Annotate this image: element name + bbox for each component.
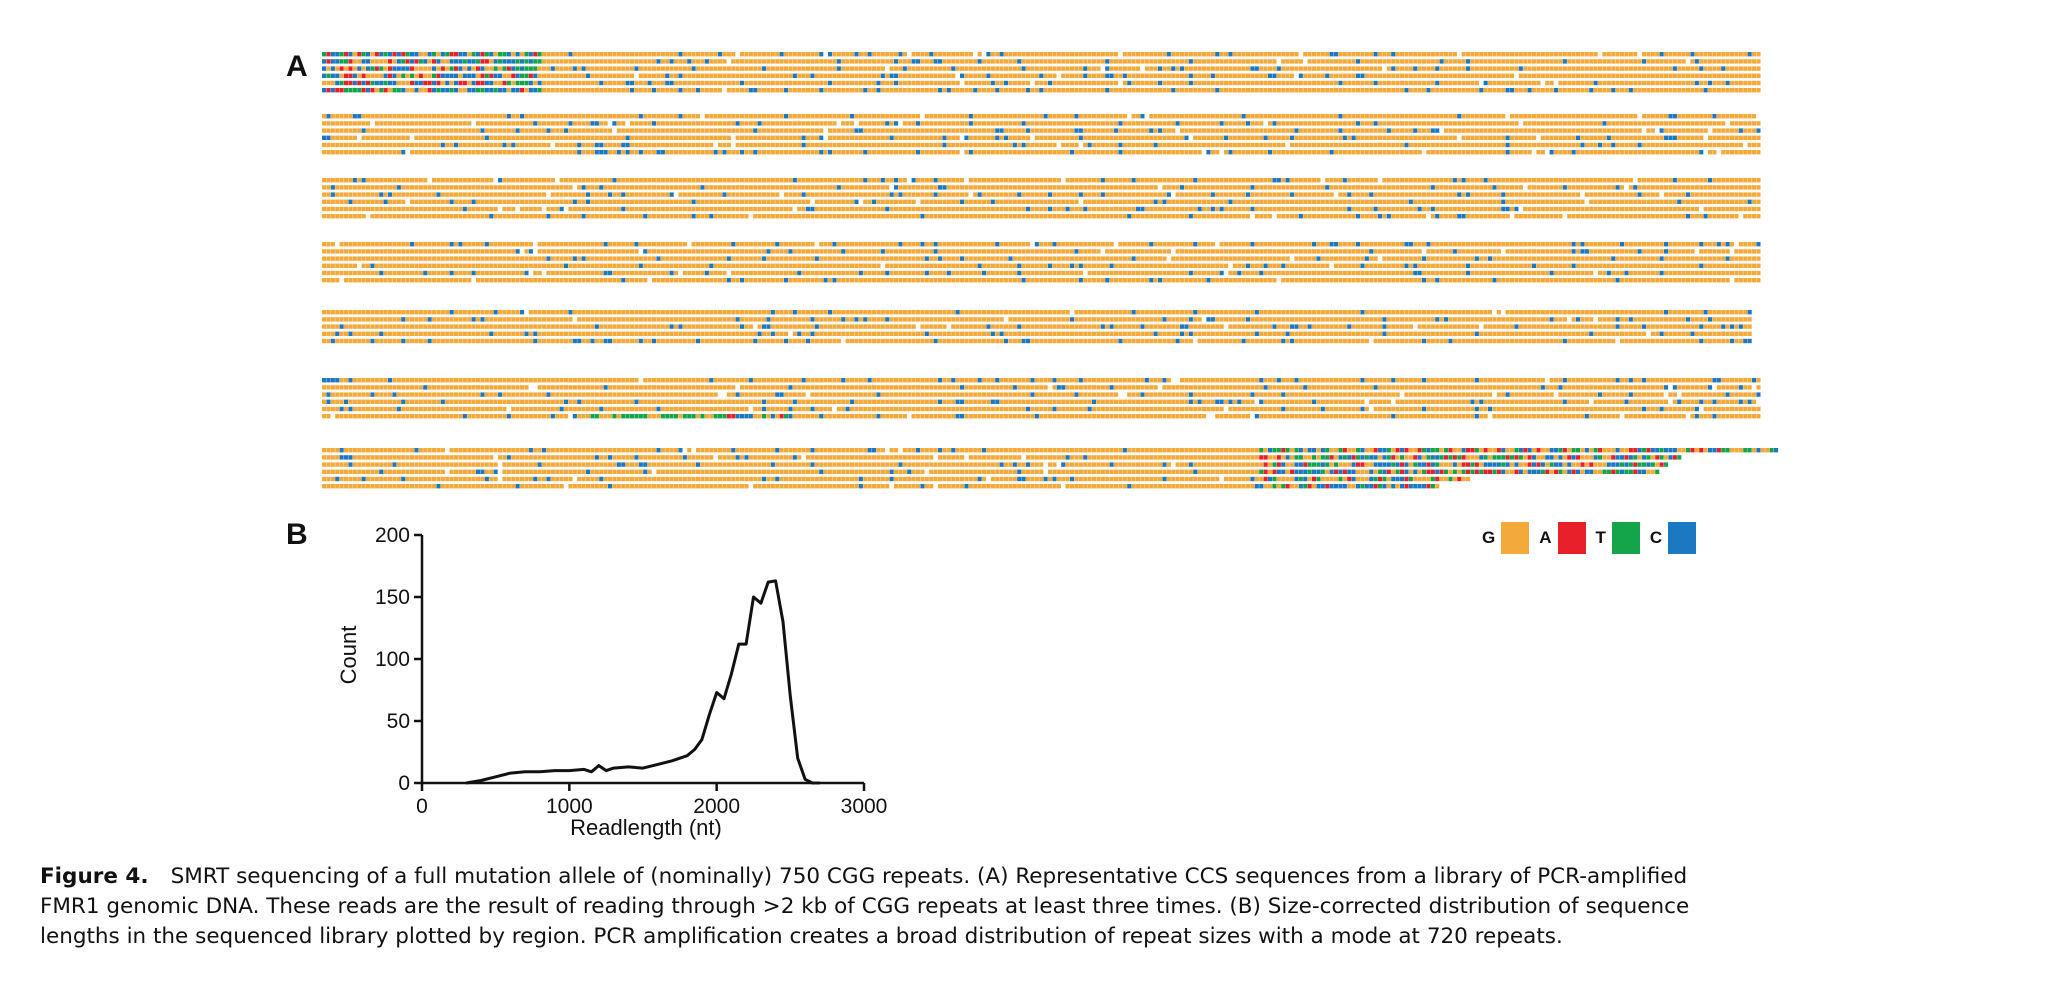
sequence-read [322,150,1761,155]
y-tick-label: 100 [375,648,410,671]
x-tick-label: 0 [416,795,428,818]
sequence-read [322,73,1761,78]
sequence-read [322,214,1761,219]
y-tick-label: 50 [387,710,410,733]
legend-item-a: A [1539,522,1586,554]
caption-line-3: lengths in the sequenced library plotted… [40,924,1563,949]
sequence-read [322,278,1761,283]
sequence-read [322,80,1761,86]
sequence-read [322,310,1752,315]
sequence-read [322,185,1761,190]
sequence-read [322,199,1761,204]
legend-swatch-a [1557,522,1586,554]
panel-b-label: B [286,518,308,551]
x-axis-label: Readlength (nt) [570,815,722,840]
sequence-read [322,263,1761,268]
x-tick-label: 1000 [546,795,593,818]
legend-letter-t: T [1595,528,1606,547]
sequence-read [322,406,1761,412]
sequence-read [322,385,1761,390]
sequence-read [322,192,1761,197]
figure-label: Figure 4. [40,864,149,889]
sequence-read [322,331,1752,336]
sequence-read [322,128,1761,133]
sequence-read [322,317,1752,322]
sequence-read [322,242,1761,247]
sequence-read [322,256,1761,261]
sequence-read [322,392,1761,397]
sequence-read [322,142,1761,148]
sequence-read [322,66,1761,71]
legend-letter-a: A [1539,528,1552,547]
caption-line-1: Figure 4. SMRT sequencing of a full mutat… [40,862,2030,892]
sequence-read [322,59,1761,64]
sequence-read [322,399,1761,404]
sequence-read [322,270,1761,276]
y-tick-label: 200 [375,524,410,547]
caption-line-2: FMR1 genomic DNA. These reads are the re… [40,894,1690,919]
y-axis-label: Count [336,626,361,685]
panel-a-label: A [286,50,308,83]
sequence-read [322,324,1752,329]
y-tick-label: 150 [375,586,410,609]
figure-caption: Figure 4. SMRT sequencing of a full mutat… [40,862,2030,952]
caption-text-1: SMRT sequencing of a full mutation allel… [170,864,1688,889]
sequence-read [322,338,1752,344]
legend-item-c: C [1649,522,1697,554]
sequence-read [322,135,1761,140]
legend-swatch-c [1668,522,1697,554]
sequence-read [322,249,1761,254]
histogram-series-line [465,579,820,785]
sequence-read [322,52,1761,57]
sequence-read [322,206,1761,212]
sequence-reads-panel [322,52,1779,489]
x-tick-label: 3000 [841,795,888,818]
base-color-legend: G A T C [1482,522,1706,554]
sequence-read [322,448,1779,453]
legend-swatch-g [1501,522,1530,554]
sequence-read [322,484,1440,489]
sequence-read [322,476,1471,482]
sequence-read [322,178,1761,183]
legend-letter-g: G [1482,528,1496,547]
sequence-read [322,462,1669,467]
legend-letter-c: C [1649,528,1663,547]
sequence-read [322,88,1761,93]
y-tick-label: 0 [398,772,410,795]
sequence-read [322,455,1682,460]
legend-swatch-t [1611,522,1640,554]
sequence-read [322,121,1761,126]
sequence-read [322,114,1761,119]
legend-item-t: T [1596,522,1640,554]
x-tick-label: 2000 [693,795,740,818]
sequence-read [322,469,1660,474]
legend-item-g: G [1482,522,1530,554]
sequence-read [322,414,1761,419]
sequence-read [322,378,1761,383]
